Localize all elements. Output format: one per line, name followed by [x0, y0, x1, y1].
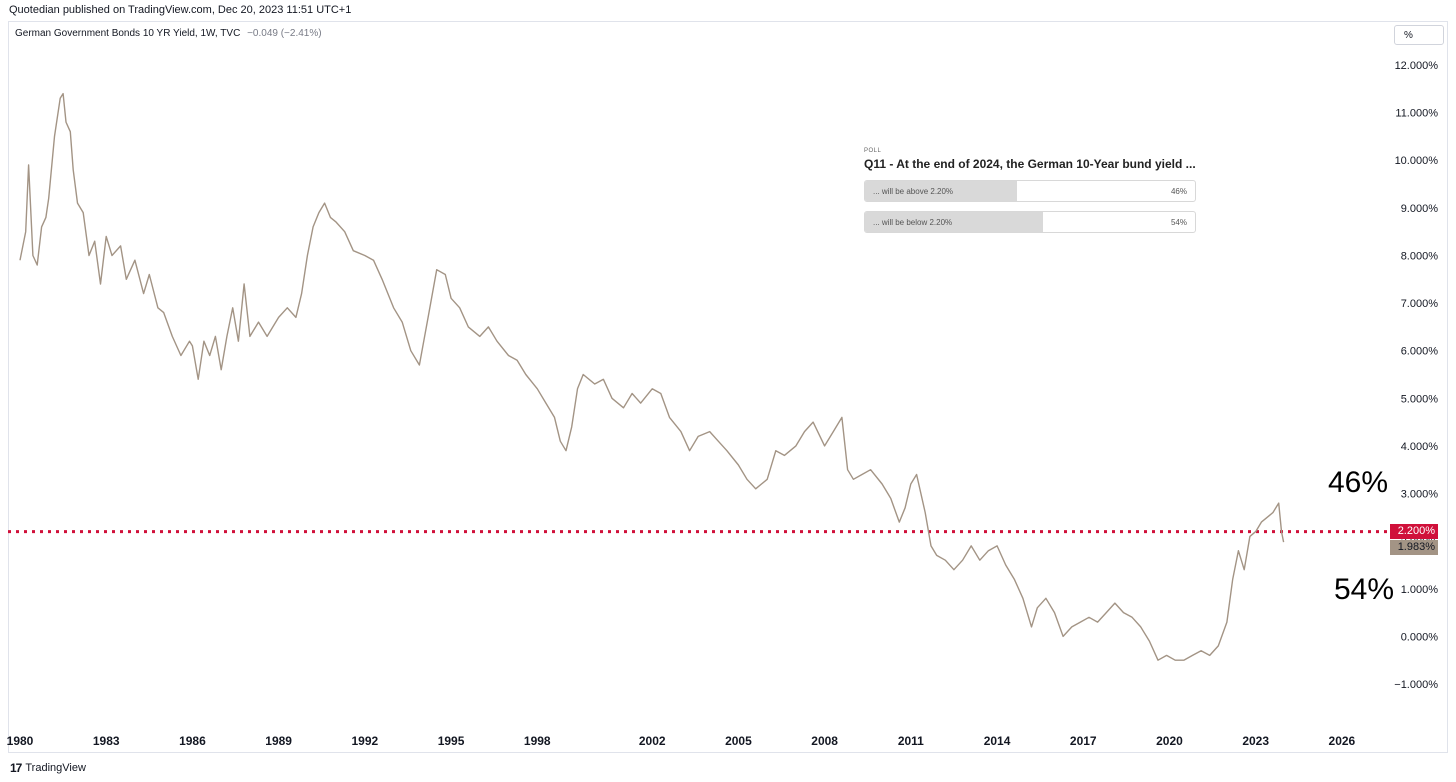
y-tick-label: 8.000% [1401, 250, 1439, 262]
poll-option-text: ... will be below 2.20% [873, 218, 953, 227]
y-tick-label: 0.000% [1401, 631, 1439, 643]
last-price-tag: 1.983% [1390, 539, 1438, 555]
chart-legend: German Government Bonds 10 YR Yield, 1W,… [15, 28, 322, 39]
level-price-tag: 2.200% [1390, 524, 1438, 540]
y-tick-label: 4.000% [1401, 441, 1439, 453]
yield-series-line [19, 92, 1285, 661]
poll-option-below[interactable]: ... will be below 2.20% 54% [864, 211, 1196, 233]
x-tick-label: 1998 [524, 734, 551, 748]
x-tick-label: 1992 [351, 734, 378, 748]
poll-option-result: 54% [1170, 218, 1187, 227]
footer-branding: 17 TradingView [10, 761, 86, 775]
x-tick-label: 2008 [811, 734, 838, 748]
x-tick-label: 2014 [984, 734, 1011, 748]
series-change: −0.049 (−2.41%) [247, 28, 322, 39]
y-tick-label: 11.000% [1395, 108, 1438, 120]
x-tick-label: 1986 [179, 734, 206, 748]
poll-option-above[interactable]: ... will be above 2.20% 46% [864, 180, 1196, 202]
poll-fill-below [865, 212, 1044, 232]
y-tick-label: 3.000% [1401, 489, 1439, 501]
y-tick-label: 12.000% [1395, 60, 1439, 72]
y-tick-label: 5.000% [1401, 393, 1439, 405]
y-tick-label: 1.000% [1401, 584, 1439, 596]
publisher-line: Quotedian published on TradingView.com, … [9, 4, 352, 16]
x-tick-label: 2023 [1242, 734, 1269, 748]
x-tick-label: 1989 [265, 734, 292, 748]
x-tick-label: 2017 [1070, 734, 1097, 748]
footer-brand: TradingView [25, 762, 86, 774]
x-tick-label: 1983 [93, 734, 120, 748]
y-tick-label: 10.000% [1395, 155, 1439, 167]
y-tick-label: 6.000% [1401, 346, 1439, 358]
x-tick-label: 2026 [1329, 734, 1356, 748]
x-tick-label: 2011 [898, 734, 924, 748]
tradingview-logo-icon: 17 [10, 761, 22, 775]
annotation-below: 54% [1334, 573, 1395, 606]
y-tick-label: 9.000% [1401, 203, 1439, 215]
percent-scale-button[interactable]: % [1394, 25, 1444, 45]
x-axis: 1980 1983 1986 1989 1992 1995 1998 2002 2005 2008… [7, 734, 1356, 748]
poll-question: Q11 - At the end of 2024, the German 10-… [864, 157, 1196, 171]
chart-frame [8, 21, 1448, 753]
y-axis: 12.000% 11.000% 10.000% 9.000% 8.000% 7.000% 6… [1394, 60, 1438, 691]
poll-widget: POLL Q11 - At the end of 2024, the Germa… [864, 148, 1196, 233]
x-tick-label: 2002 [639, 734, 666, 748]
poll-option-text: ... will be above 2.20% [873, 187, 954, 196]
x-tick-label: 2005 [725, 734, 752, 748]
series-title: German Government Bonds 10 YR Yield, 1W,… [15, 28, 241, 39]
poll-option-result: 46% [1170, 187, 1187, 196]
x-tick-label: 1995 [438, 734, 465, 748]
y-tick-label: 7.000% [1401, 298, 1439, 310]
x-tick-label: 2020 [1156, 734, 1183, 748]
annotation-above: 46% [1328, 466, 1389, 499]
poll-fill-above [865, 181, 1017, 201]
y-tick-label: −1.000% [1394, 679, 1438, 691]
poll-label: POLL [864, 148, 882, 154]
x-tick-label: 1980 [7, 734, 34, 748]
